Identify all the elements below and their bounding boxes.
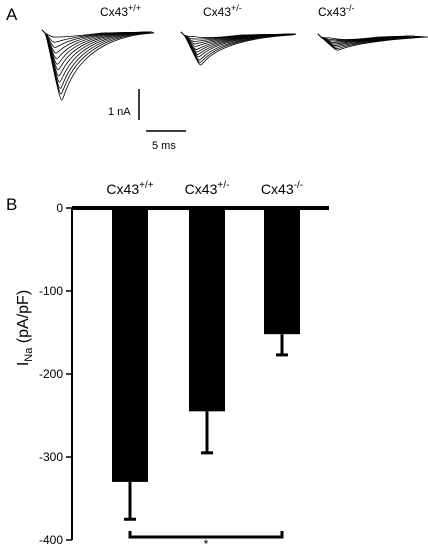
bar-3 bbox=[264, 208, 300, 335]
significance-bracket bbox=[128, 531, 284, 539]
panel-a-genotype-labels: Cx43+/+ Cx43+/- Cx43-/- bbox=[100, 3, 355, 19]
category-label-3: Cx43-/- bbox=[261, 180, 303, 197]
genotype-label-2: Cx43+/- bbox=[203, 3, 242, 19]
bar-2 bbox=[189, 208, 225, 412]
category-label-2: Cx43+/- bbox=[185, 180, 230, 197]
y-tick-label: -200 bbox=[39, 367, 63, 381]
y-tick-label: -400 bbox=[39, 533, 63, 547]
y-tick-label: -300 bbox=[39, 450, 63, 464]
y-tick-label: 0 bbox=[56, 201, 63, 215]
time-scale-label: 5 ms bbox=[152, 140, 176, 152]
bar-chart: 0 -100 -200 -300 -400 INa (pA/pF) Cx43+/+ Cx43+… bbox=[15, 180, 329, 549]
panel-a-letter: A bbox=[6, 5, 18, 24]
panel-b-letter: B bbox=[6, 195, 17, 214]
trace-group-1 bbox=[41, 29, 155, 101]
trace-group-3 bbox=[317, 33, 428, 51]
bar-1 bbox=[112, 208, 148, 482]
y-axis-label: INa (pA/pF) bbox=[15, 290, 35, 366]
y-tick-label: -100 bbox=[39, 284, 63, 298]
current-traces bbox=[41, 29, 428, 101]
scale-bars: 1 nA 5 ms bbox=[108, 89, 186, 152]
current-trace bbox=[180, 31, 297, 66]
current-trace bbox=[41, 29, 155, 101]
genotype-label-1: Cx43+/+ bbox=[100, 3, 141, 19]
significance-star: * bbox=[204, 537, 209, 549]
category-label-1: Cx43+/+ bbox=[106, 180, 153, 197]
genotype-label-3: Cx43-/- bbox=[318, 3, 355, 19]
trace-group-2 bbox=[180, 31, 297, 66]
current-scale-label: 1 nA bbox=[108, 106, 131, 118]
current-trace bbox=[317, 33, 428, 51]
current-trace bbox=[41, 29, 153, 43]
